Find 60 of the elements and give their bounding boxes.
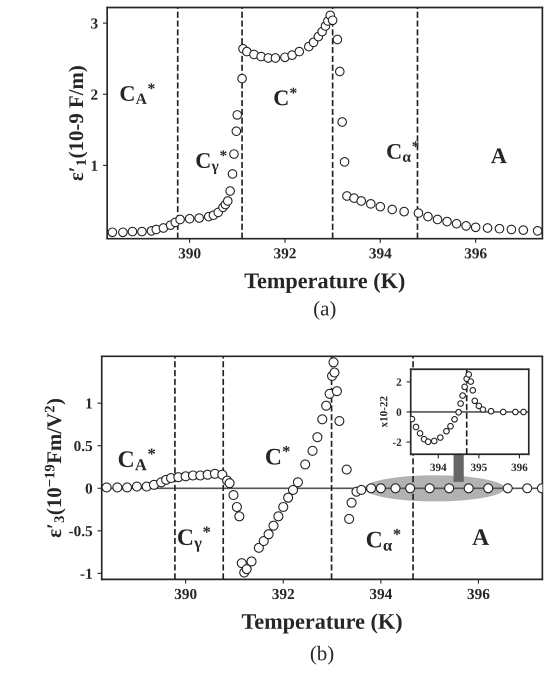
point	[416, 430, 424, 437]
point	[451, 416, 458, 423]
y-tick-label: -0.5	[69, 526, 92, 536]
point	[488, 408, 494, 415]
point	[500, 408, 507, 416]
y-tick-label: 1	[92, 160, 98, 171]
annotation: C$_{A}$$^{*}$	[120, 83, 155, 104]
x-tick-label: 390	[174, 588, 197, 600]
point	[447, 422, 454, 430]
point	[459, 392, 466, 399]
y-axis-title: ε′$_{1}$(10-9 F/m)	[68, 66, 88, 181]
y-axis-title: x10-22	[380, 396, 388, 428]
annotation: C$_{γ}$$^{*}$	[196, 150, 227, 174]
y-axis-title: ε′$_{3}$(10$^{−19}$Fm/V$^{2}$)	[44, 398, 66, 538]
y-tick-label: -2	[392, 438, 402, 446]
text: (a)	[314, 300, 336, 320]
y-tick-label: 0	[86, 483, 92, 494]
annotation: C$^{*}$	[274, 88, 297, 106]
y-tick-label: 0	[396, 408, 402, 416]
x-tick-label: 396	[512, 464, 528, 472]
x-tick-label: 394	[369, 248, 392, 258]
annotation: A	[491, 148, 507, 164]
y-tick-label: 0.5	[74, 440, 92, 452]
point	[469, 386, 476, 394]
x-tick-label: 390	[178, 248, 201, 258]
point	[461, 384, 468, 390]
annotation: C$_{α}$$^{*}$	[366, 528, 400, 551]
x-tick-label: 396	[464, 248, 487, 258]
x-tick-label: 392	[272, 588, 294, 600]
x-tick-label: 392	[274, 248, 296, 258]
point	[430, 438, 438, 444]
point	[476, 402, 482, 410]
y-tick-label: 2	[396, 378, 402, 386]
annotation: C$_{A}$$^{*}$	[118, 448, 156, 470]
point	[465, 371, 472, 378]
point	[471, 398, 478, 404]
point	[457, 400, 464, 407]
point	[455, 408, 462, 416]
x-tick-label: 395	[470, 464, 487, 472]
point	[424, 438, 432, 446]
point	[467, 378, 474, 385]
point	[512, 408, 519, 416]
annotation: C$^{*}$	[266, 446, 290, 465]
point	[412, 424, 420, 430]
y-tick-label: -1	[80, 568, 92, 579]
annotation: A	[472, 529, 490, 545]
x-axis-title: Temperature (K)	[244, 272, 404, 293]
x-tick-label: 396	[468, 588, 490, 600]
point	[520, 408, 527, 416]
x-axis-title: Temperature (K)	[242, 613, 402, 634]
y-tick-label: 3	[91, 18, 98, 29]
y-tick-label: 2	[91, 89, 98, 100]
point	[480, 406, 486, 413]
annotation: C$_{γ}$$^{*}$	[178, 526, 210, 552]
point	[437, 434, 444, 441]
x-tick-label: 394	[430, 464, 446, 472]
y-tick-label: 1	[86, 398, 92, 408]
x-tick-label: 394	[370, 588, 392, 600]
text: (b)	[310, 646, 334, 665]
point	[443, 428, 450, 435]
